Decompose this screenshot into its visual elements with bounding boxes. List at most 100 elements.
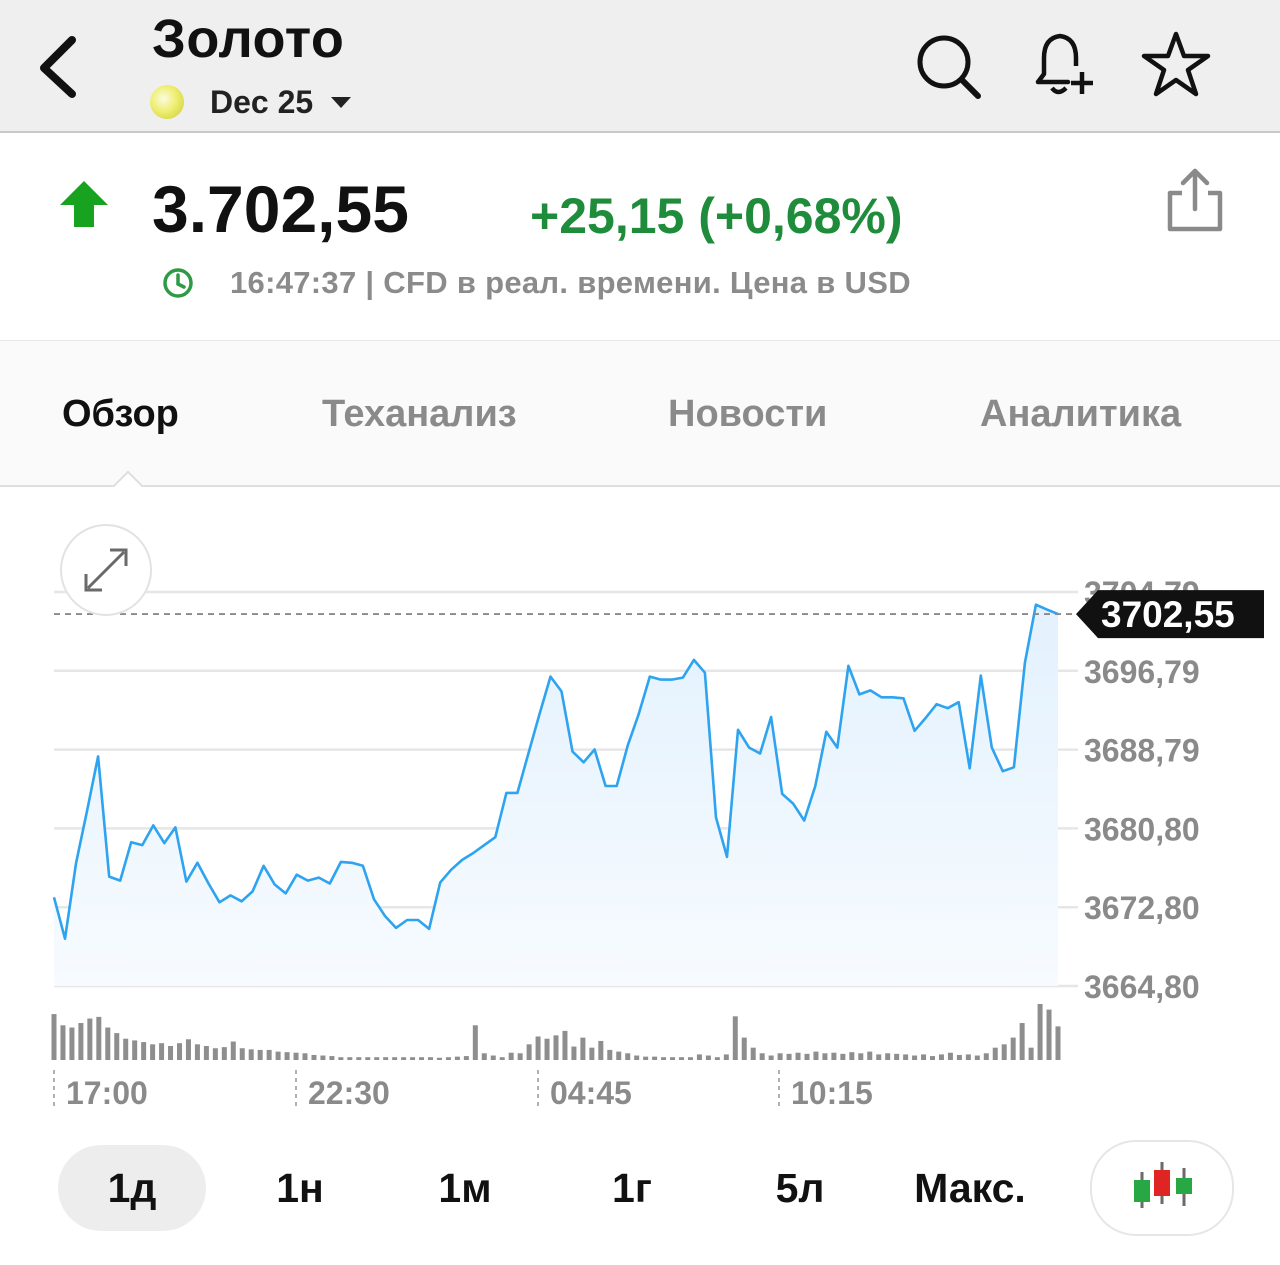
x-tick-label: 22:30 <box>308 1075 390 1111</box>
period-1m[interactable]: 1м <box>438 1165 492 1211</box>
volume-bar <box>132 1040 138 1060</box>
volume-bar <box>60 1025 66 1060</box>
arrow-up-icon <box>60 181 108 227</box>
price-area-fill <box>54 604 1058 986</box>
period-1w[interactable]: 1н <box>276 1165 324 1211</box>
volume-bar <box>445 1057 451 1060</box>
volume-bar <box>141 1042 147 1060</box>
volume-bar <box>1028 1047 1034 1060</box>
volume-bar <box>320 1055 326 1060</box>
period-1d[interactable]: 1д <box>58 1145 206 1231</box>
volume-bar <box>185 1039 191 1060</box>
volume-bar <box>553 1035 559 1060</box>
volume-bar <box>714 1057 720 1060</box>
tab-analytics[interactable]: Аналитика <box>980 393 1182 435</box>
volume-bars <box>51 1004 1061 1060</box>
volume-bar <box>876 1054 882 1060</box>
volume-bar <box>544 1038 550 1060</box>
volume-bar <box>661 1057 667 1060</box>
volume-bar <box>696 1054 702 1060</box>
volume-bar <box>338 1057 344 1060</box>
volume-bar <box>293 1052 299 1060</box>
bell-plus-icon[interactable] <box>1024 26 1100 106</box>
period-1y[interactable]: 1г <box>612 1165 652 1211</box>
volume-bar <box>795 1052 801 1060</box>
volume-bar <box>992 1047 998 1060</box>
tab-news[interactable]: Новости <box>668 393 828 435</box>
volume-bar <box>383 1057 389 1060</box>
expand-chart-button[interactable] <box>60 524 152 616</box>
volume-bar <box>1037 1004 1043 1060</box>
x-tick-label: 10:15 <box>791 1075 873 1111</box>
volume-bar <box>535 1036 541 1060</box>
x-tick-label: 17:00 <box>66 1075 148 1111</box>
candlestick-icon <box>1134 1162 1192 1208</box>
period-5y[interactable]: 5л <box>775 1165 825 1211</box>
volume-bar <box>428 1057 433 1060</box>
volume-bar <box>921 1054 927 1060</box>
last-price: 3.702,55 <box>152 172 409 246</box>
volume-bar <box>311 1054 317 1060</box>
chart-type-button[interactable] <box>1090 1140 1234 1236</box>
volume-bar <box>1010 1037 1016 1060</box>
volume-bar <box>840 1053 846 1060</box>
volume-bar <box>589 1047 595 1060</box>
volume-bar <box>750 1047 756 1060</box>
chevron-down-icon <box>331 96 352 108</box>
volume-bar <box>885 1053 891 1060</box>
volume-bar <box>194 1044 200 1060</box>
volume-bar <box>159 1043 165 1060</box>
volume-bar <box>221 1047 227 1060</box>
volume-bar <box>903 1054 909 1060</box>
tab-technical[interactable]: Теханализ <box>322 393 517 435</box>
volume-bar <box>150 1044 156 1060</box>
volume-bar <box>768 1055 774 1060</box>
price-change: +25,15 (+0,68%) <box>530 188 903 244</box>
volume-bar <box>490 1055 496 1060</box>
last-price-label: 3702,55 <box>1101 594 1235 635</box>
volume-bar <box>105 1027 111 1060</box>
period-max[interactable]: Макс. <box>914 1165 1026 1211</box>
volume-bar <box>831 1052 837 1060</box>
volume-bar <box>867 1051 873 1060</box>
volume-bar <box>526 1044 532 1060</box>
volume-bar <box>580 1037 586 1060</box>
volume-bar <box>705 1055 711 1060</box>
back-chevron-icon[interactable] <box>30 28 90 108</box>
volume-bar <box>930 1056 935 1060</box>
volume-bar <box>508 1052 514 1060</box>
expand-icon <box>84 548 128 592</box>
share-icon[interactable] <box>1160 163 1230 239</box>
app-header: Золото Dec 25 <box>0 0 1280 133</box>
volume-bar <box>562 1030 568 1060</box>
star-icon[interactable] <box>1138 26 1214 106</box>
volume-bar <box>607 1049 613 1060</box>
last-price-marker: 3702,55 <box>1076 590 1264 639</box>
y-tick-label: 3680,80 <box>1084 811 1200 847</box>
volume-bar <box>78 1023 84 1060</box>
volume-bar <box>96 1016 102 1060</box>
volume-bar <box>257 1049 263 1060</box>
volume-bar <box>401 1057 407 1060</box>
price-chart[interactable]: 3704,793696,793688,793680,803672,803664,… <box>0 490 1280 1120</box>
volume-bar <box>616 1051 622 1060</box>
contract-label: Dec 25 <box>210 83 314 120</box>
volume-bar <box>679 1057 684 1060</box>
volume-bar <box>983 1053 989 1060</box>
volume-bar <box>365 1057 371 1060</box>
volume-bar <box>51 1014 57 1060</box>
volume-bar <box>652 1056 658 1060</box>
period-selector: 1д 1н 1м 1г 5л Макс. <box>0 1140 1280 1240</box>
y-tick-label: 3696,79 <box>1084 654 1200 690</box>
tab-overview[interactable]: Обзор <box>62 393 179 435</box>
volume-bar <box>177 1043 182 1060</box>
contract-selector[interactable]: Dec 25 <box>150 82 352 122</box>
clock-icon <box>163 268 193 298</box>
volume-bar <box>741 1037 747 1060</box>
volume-bar <box>212 1048 218 1060</box>
volume-bar <box>230 1041 236 1060</box>
volume-bar <box>1055 1026 1061 1060</box>
search-icon[interactable] <box>910 26 986 106</box>
volume-bar <box>956 1054 962 1060</box>
volume-bar <box>302 1053 308 1060</box>
